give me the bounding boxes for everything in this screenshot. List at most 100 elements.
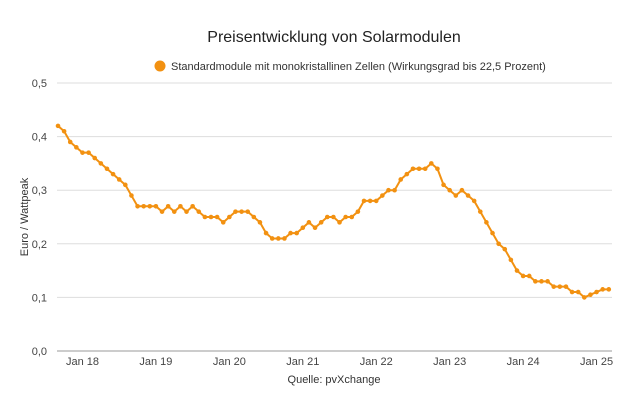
x-tick-label: Jan 19: [139, 356, 172, 368]
data-point: [74, 145, 79, 150]
y-tick-label: 0,0: [32, 346, 47, 358]
y-tick-label: 0,4: [32, 132, 47, 144]
data-point: [153, 203, 159, 209]
data-point: [196, 209, 202, 214]
data-point: [312, 225, 318, 231]
data-point: [361, 198, 367, 204]
data-point: [582, 295, 587, 300]
data-point: [496, 241, 501, 247]
data-point: [104, 166, 110, 172]
data-point: [367, 198, 373, 204]
data-point: [551, 284, 557, 289]
data-point: [306, 220, 312, 225]
data-point: [349, 214, 355, 220]
data-point: [123, 182, 128, 188]
data-point: [208, 214, 214, 220]
data-point: [116, 177, 122, 182]
chart-title: Preisentwicklung von Solarmodulen: [207, 29, 460, 46]
data-point: [233, 209, 238, 214]
data-point: [447, 187, 452, 193]
data-point: [575, 289, 581, 295]
data-point: [269, 236, 275, 241]
data-point: [220, 220, 226, 225]
data-point: [55, 123, 61, 129]
data-point: [251, 214, 257, 220]
data-point: [86, 150, 91, 155]
y-tick-label: 0,1: [32, 292, 47, 304]
y-tick-label: 0,2: [32, 239, 47, 251]
data-point: [429, 161, 434, 166]
data-point: [147, 203, 153, 209]
data-point: [392, 187, 397, 193]
data-point: [257, 220, 263, 225]
data-point: [67, 139, 73, 145]
data-point: [471, 198, 477, 204]
data-point: [92, 155, 98, 161]
x-tick-label: Jan 20: [213, 356, 246, 368]
data-point: [508, 257, 514, 263]
y-tick-label: 0,3: [32, 185, 47, 197]
data-point: [569, 289, 575, 295]
x-tick-label: Jan 21: [286, 356, 319, 368]
data-point: [343, 214, 348, 220]
data-point: [526, 273, 532, 279]
data-point: [441, 182, 446, 188]
legend-label: Standardmodule mit monokristallinen Zell…: [171, 61, 546, 73]
data-point: [484, 220, 489, 225]
data-point: [263, 230, 269, 236]
data-point: [239, 209, 244, 214]
data-point: [355, 209, 361, 214]
data-point: [398, 177, 404, 182]
data-point: [184, 209, 189, 214]
data-point: [459, 187, 465, 193]
data-point: [594, 289, 599, 295]
data-point: [171, 209, 177, 214]
data-point: [300, 225, 306, 231]
data-point: [453, 193, 459, 198]
data-point: [318, 220, 324, 225]
x-tick-label: Jan 23: [433, 356, 466, 368]
data-point: [98, 161, 104, 166]
data-point: [165, 203, 171, 209]
data-point: [80, 150, 85, 155]
data-point: [324, 214, 330, 220]
source-label: Quelle: pvXchange: [288, 374, 381, 386]
data-point: [539, 279, 544, 284]
data-point: [110, 171, 116, 177]
data-point: [404, 171, 410, 177]
data-point: [276, 236, 281, 241]
data-point: [533, 279, 538, 284]
x-tick-label: Jan 25: [580, 356, 613, 368]
data-point: [282, 236, 287, 241]
data-point: [514, 268, 520, 273]
data-point: [141, 203, 146, 209]
data-point: [202, 214, 208, 220]
data-point: [545, 279, 550, 284]
data-point: [331, 214, 336, 220]
data-point: [380, 193, 385, 198]
data-point: [288, 230, 293, 236]
data-point: [61, 128, 67, 134]
data-point: [465, 193, 471, 198]
data-point: [135, 203, 140, 209]
data-point: [588, 292, 593, 298]
data-point: [557, 284, 563, 289]
data-point: [490, 230, 495, 236]
data-point: [520, 273, 526, 279]
x-tick-label: Jan 22: [360, 356, 393, 368]
data-point: [477, 209, 483, 214]
data-point: [129, 193, 134, 198]
legend-marker: [154, 60, 166, 72]
data-point: [373, 198, 379, 204]
data-point: [214, 214, 220, 220]
y-tick-label: 0,5: [32, 78, 47, 90]
data-point: [563, 284, 569, 289]
data-point: [190, 203, 195, 209]
data-point: [435, 166, 440, 172]
data-point: [178, 203, 183, 209]
data-point: [606, 287, 612, 292]
data-point: [245, 209, 251, 214]
data-point: [386, 187, 391, 193]
